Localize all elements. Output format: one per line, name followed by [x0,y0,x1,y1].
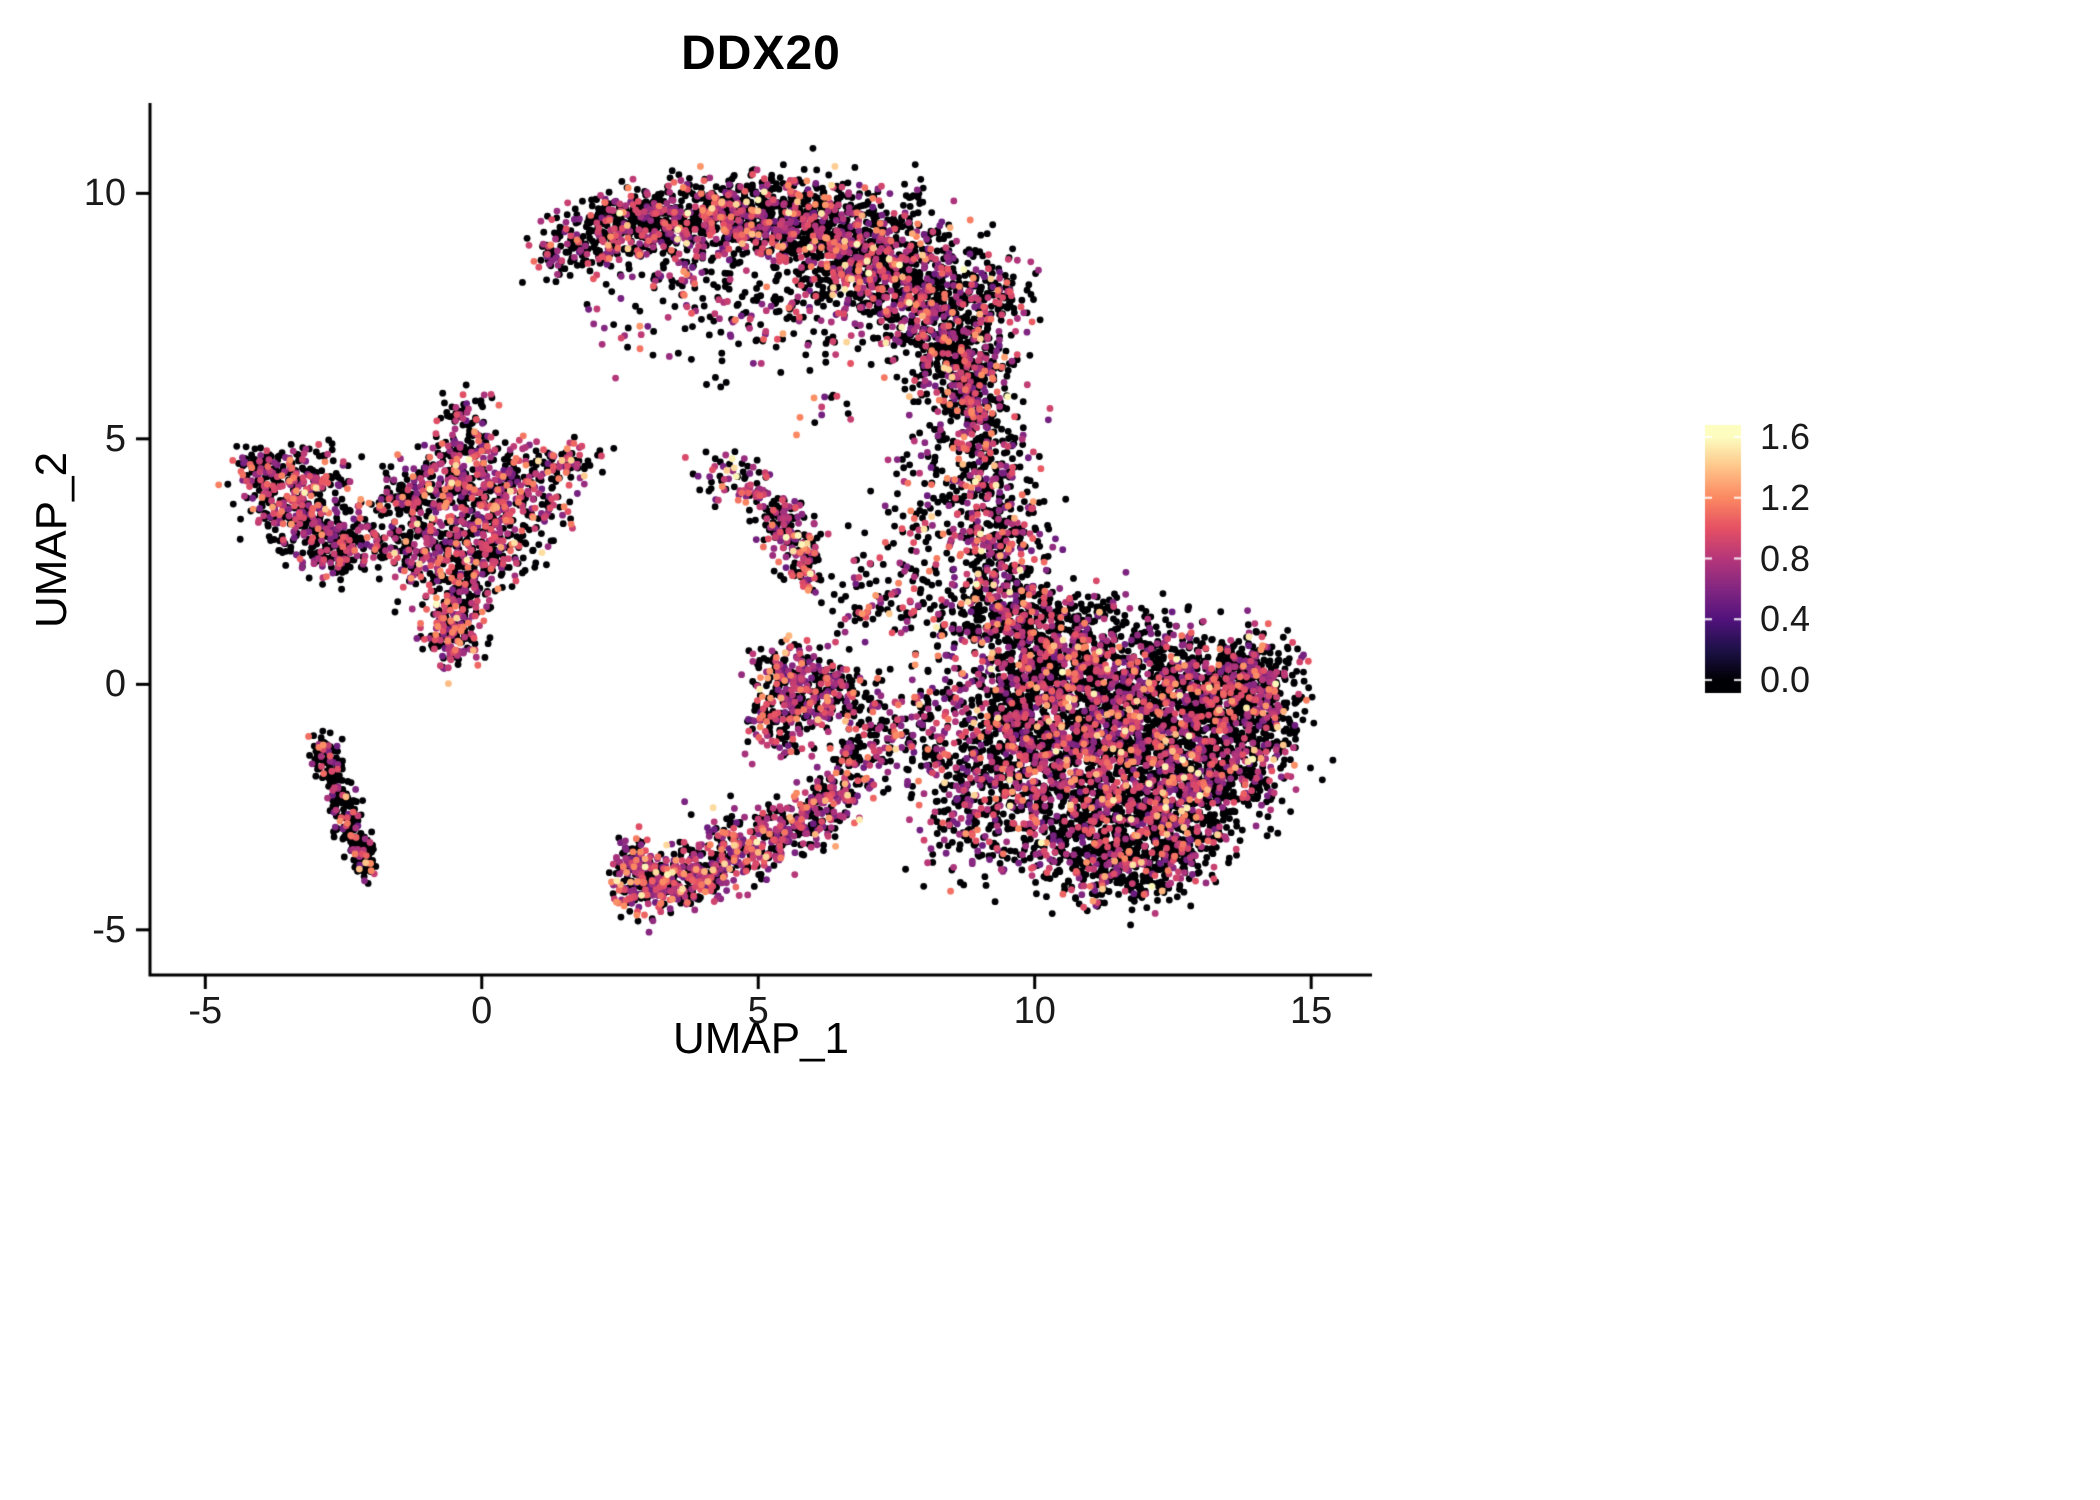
y-tick-label: 0 [104,663,126,706]
x-tick-label: -5 [188,990,223,1032]
x-tick-label: 15 [1290,990,1333,1032]
x-tick-label: 5 [747,990,769,1032]
colorbar-tick-label: 1.2 [1760,476,1811,518]
colorbar-tick-label: 1.6 [1760,416,1811,457]
plot-title: DDX20 [681,27,841,80]
y-tick-label: 10 [83,172,126,215]
y-axis-label: UMAP_2 [27,451,76,629]
x-tick-label: 10 [1013,990,1056,1032]
x-axis-label: UMAP_1 [672,1014,850,1063]
x-tick-label: 0 [471,990,493,1032]
colorbar-tick-label: 0.0 [1760,659,1811,700]
colorbar-tick-label: 0.4 [1760,598,1811,640]
colorbar-tick-label: 0.8 [1760,537,1811,579]
y-tick-label: 5 [104,417,126,460]
y-tick-label: -5 [92,908,126,951]
